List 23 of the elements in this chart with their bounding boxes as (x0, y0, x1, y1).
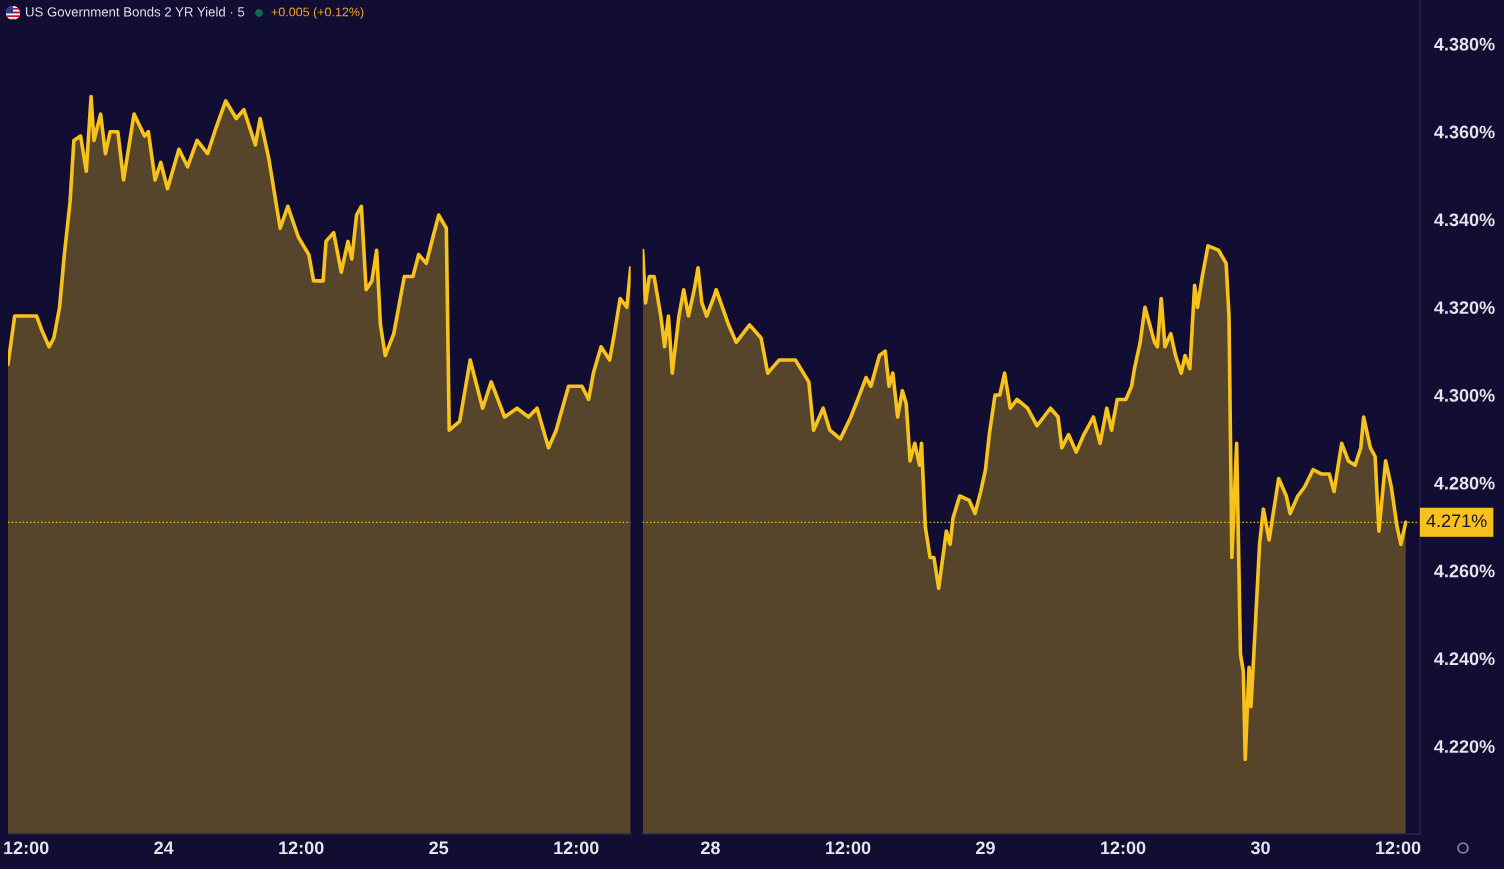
y-tick-label: 4.260% (1434, 564, 1495, 578)
x-tick-label: 12:00 (1101, 841, 1146, 855)
annotation: +0.005 (+0.12%) (271, 7, 364, 19)
y-tick-label: 4.220% (1434, 740, 1495, 753)
x-tick-label: 12:00 (1376, 841, 1421, 855)
y-tick-label: 4.380% (1434, 37, 1495, 51)
y-tick-label: 4.360% (1434, 125, 1495, 139)
x-tick-label: 12:00 (4, 841, 49, 855)
x-tick-label: 28 (701, 841, 720, 855)
y-tick-label: 4.300% (1434, 388, 1495, 402)
x-tick-label: 25 (429, 841, 449, 855)
x-tick-label: 12:00 (826, 841, 871, 855)
x-tick-label: 29 (976, 841, 995, 855)
y-tick-label: 4.280% (1434, 476, 1495, 490)
x-tick-label: 12:00 (554, 841, 599, 855)
y-tick-label: 4.340% (1434, 213, 1495, 227)
y-tick-label: 4.240% (1434, 652, 1495, 666)
y-tick-label: 4.320% (1434, 301, 1495, 315)
x-tick-label: 12:00 (279, 841, 324, 855)
chart-title: US Government Bonds 2 YR Yield · 5 (26, 6, 245, 17)
ref-line-label: 4.271% (1426, 514, 1487, 528)
x-tick-label: 24 (154, 841, 174, 855)
x-tick-label: 30 (1250, 841, 1270, 855)
